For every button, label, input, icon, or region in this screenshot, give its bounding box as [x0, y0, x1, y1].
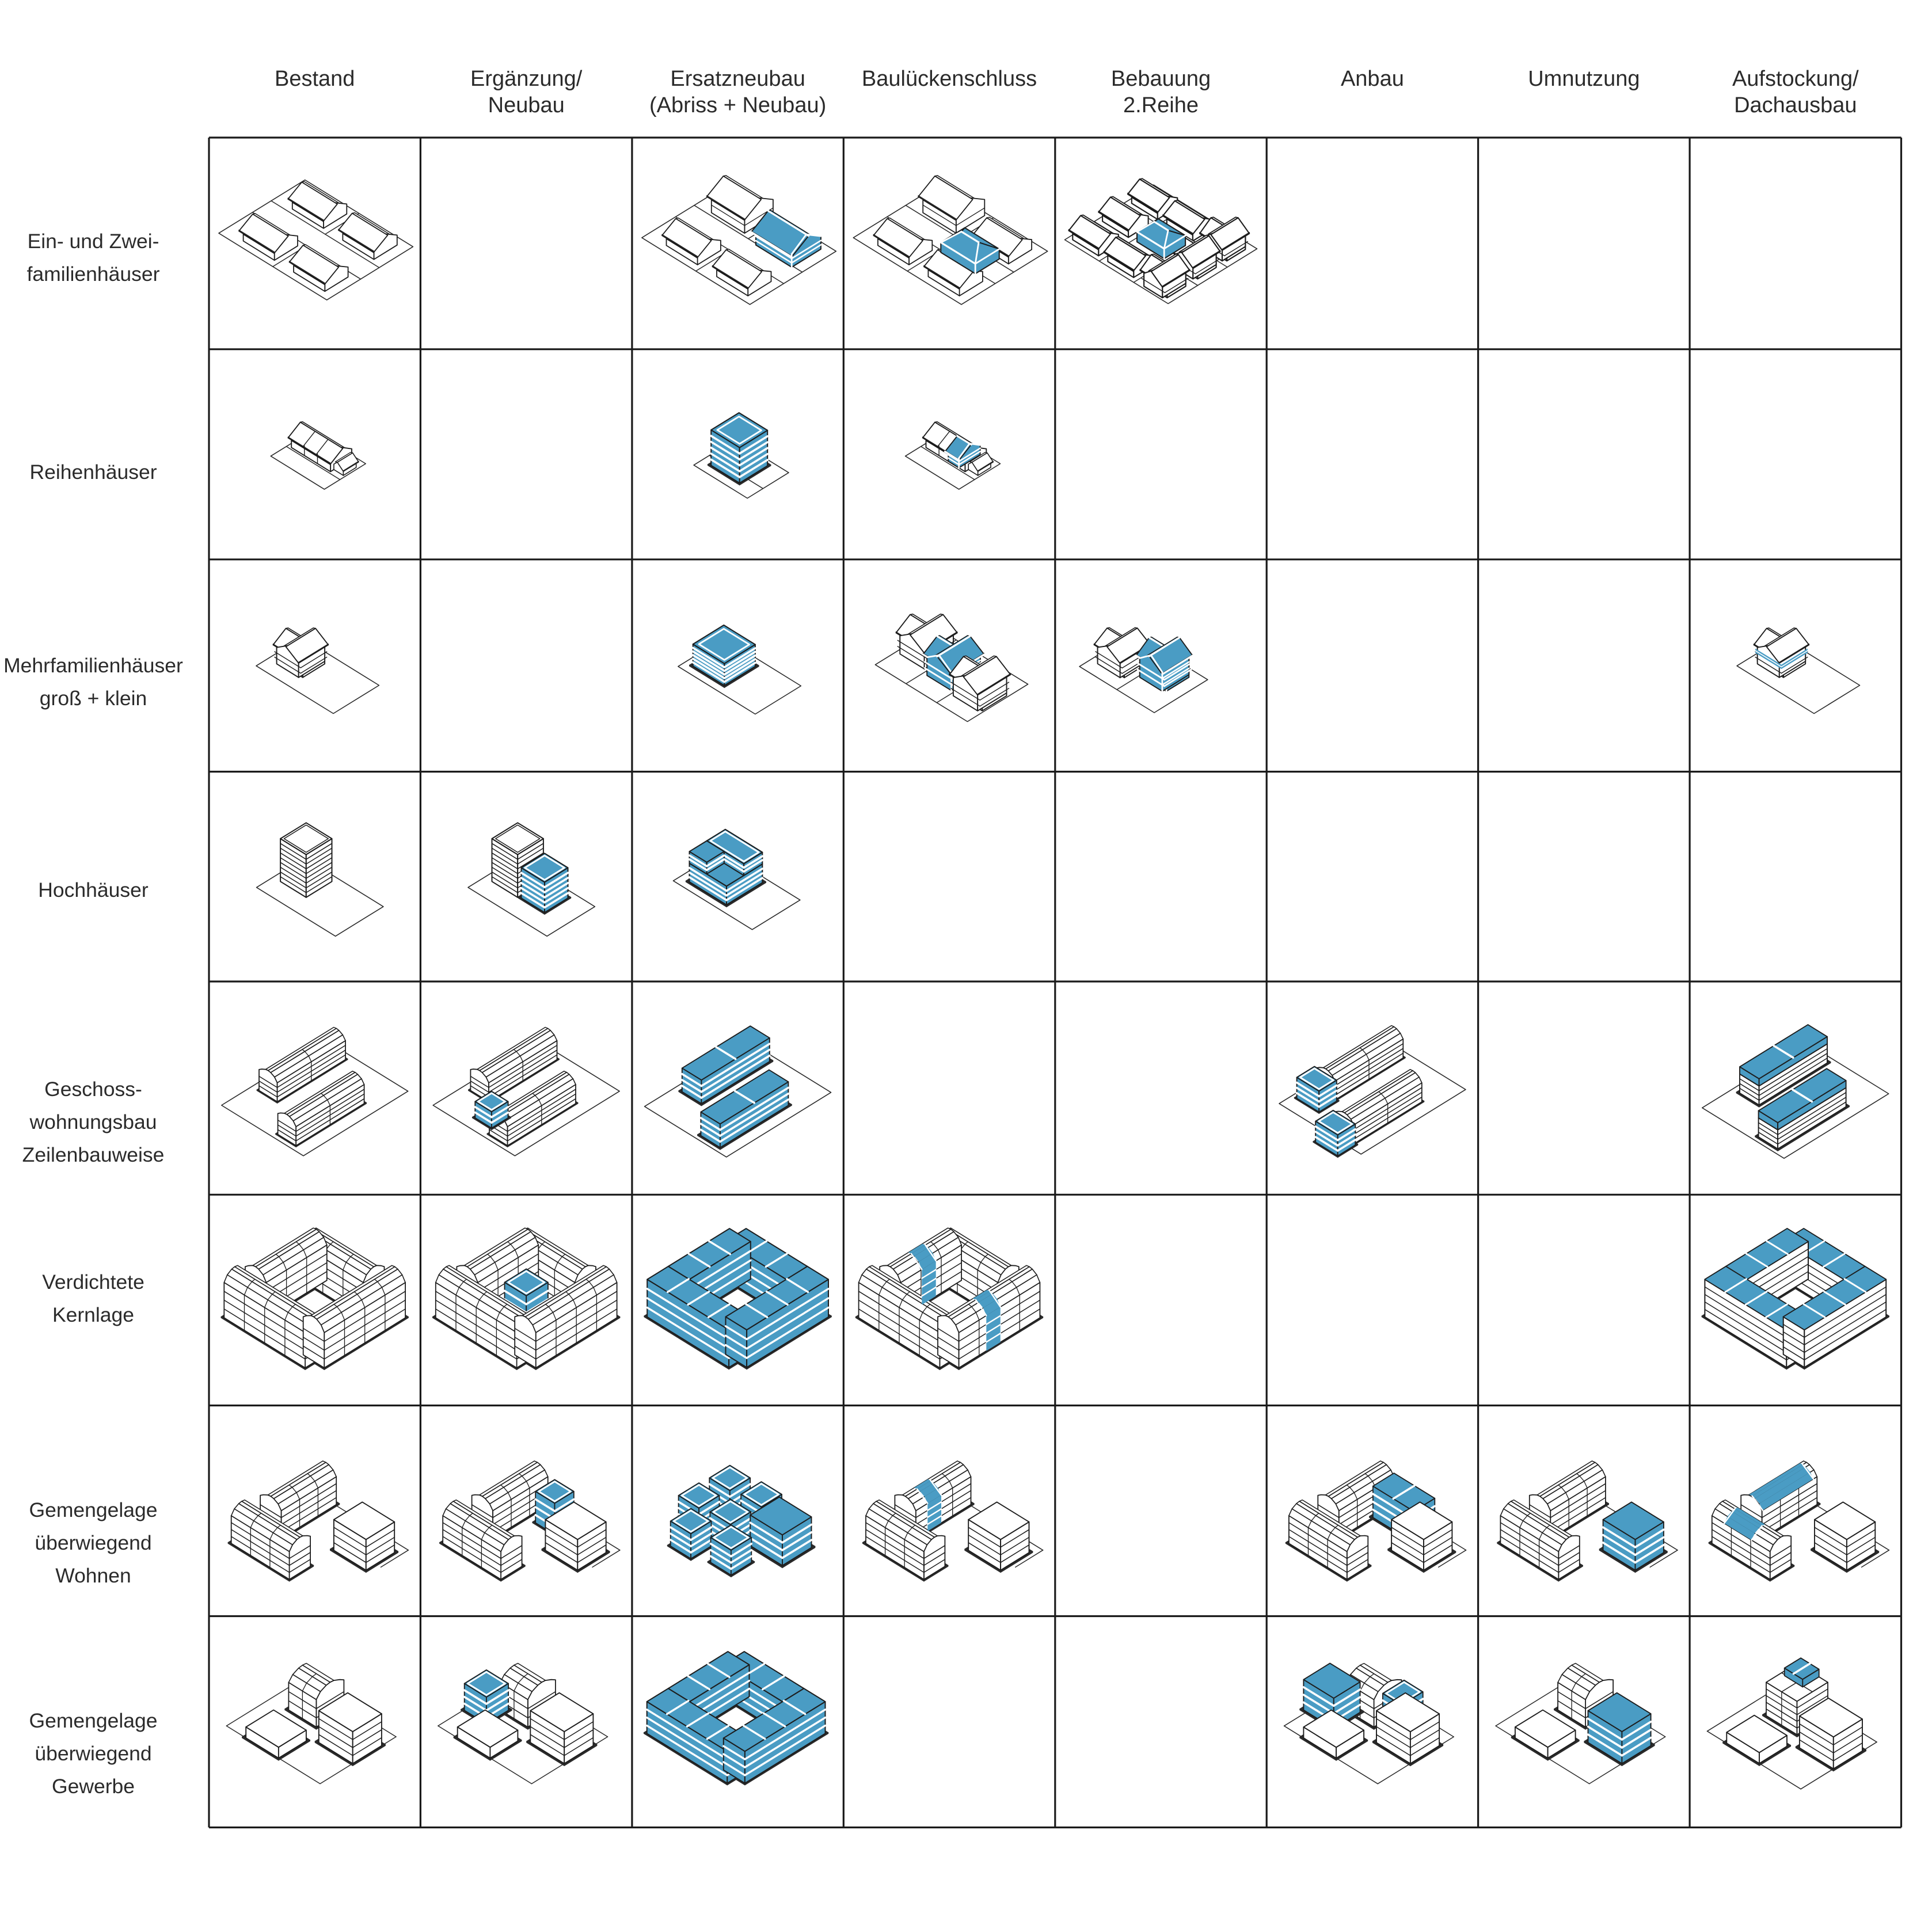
svg-text:Baulückenschluss: Baulückenschluss: [862, 67, 1037, 91]
svg-text:Zeilenbauweise: Zeilenbauweise: [22, 1143, 165, 1166]
svg-text:Kernlage: Kernlage: [52, 1303, 134, 1326]
svg-text:Ersatzneubau: Ersatzneubau: [670, 67, 805, 91]
svg-text:familienhäuser: familienhäuser: [27, 262, 160, 286]
svg-text:Ein- und Zwei-: Ein- und Zwei-: [28, 230, 159, 253]
svg-text:Gewerbe: Gewerbe: [52, 1775, 135, 1798]
svg-text:Gemengelage: Gemengelage: [29, 1709, 157, 1732]
svg-text:überwiegend: überwiegend: [35, 1742, 151, 1765]
svg-text:Reihenhäuser: Reihenhäuser: [29, 461, 157, 484]
svg-text:Umnutzung: Umnutzung: [1528, 67, 1640, 91]
svg-text:Bestand: Bestand: [275, 67, 355, 91]
svg-text:Mehrfamilienhäuser: Mehrfamilienhäuser: [3, 654, 183, 677]
svg-text:Dachausbau: Dachausbau: [1734, 93, 1857, 117]
svg-text:wohnungsbau: wohnungsbau: [29, 1110, 157, 1133]
svg-text:Anbau: Anbau: [1341, 67, 1404, 91]
svg-text:Geschoss-: Geschoss-: [44, 1078, 142, 1101]
svg-text:Verdichtete: Verdichtete: [42, 1270, 144, 1294]
svg-text:Ergänzung/: Ergänzung/: [470, 67, 583, 91]
svg-text:Wohnen: Wohnen: [55, 1564, 131, 1587]
svg-text:(Abriss + Neubau): (Abriss + Neubau): [649, 93, 826, 117]
svg-text:Aufstockung/: Aufstockung/: [1732, 67, 1859, 91]
svg-text:Neubau: Neubau: [488, 93, 565, 117]
svg-text:Bebauung: Bebauung: [1111, 67, 1211, 91]
svg-text:Gemengelage: Gemengelage: [29, 1498, 157, 1521]
svg-text:überwiegend: überwiegend: [35, 1531, 151, 1554]
svg-text:groß + klein: groß + klein: [40, 687, 147, 710]
svg-text:2.Reihe: 2.Reihe: [1123, 93, 1199, 117]
svg-text:Hochhäuser: Hochhäuser: [38, 878, 149, 901]
